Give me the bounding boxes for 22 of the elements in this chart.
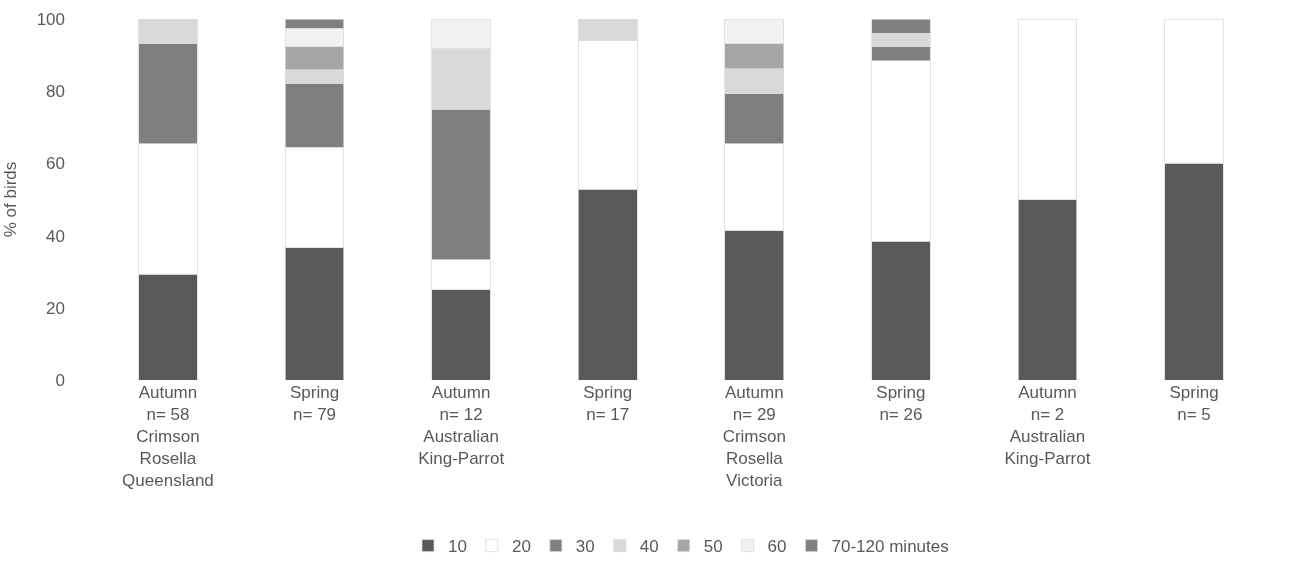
legend-label: 50: [703, 537, 723, 557]
legend-label: 40: [639, 537, 659, 557]
y-tick-label: 60: [46, 154, 65, 174]
y-tick-label: 20: [46, 298, 65, 318]
x-tick-label: Spring n= 26: [876, 383, 926, 425]
x-tick-label: Autumn n= 29 Crimson Rosella Victoria: [722, 383, 786, 491]
x-tick-label: Autumn n= 12 Australian King-Parrot: [418, 383, 505, 469]
y-tick-label: 80: [46, 82, 65, 102]
x-tick-label: Autumn n= 2 Australian King-Parrot: [1004, 383, 1091, 469]
legend-label: 30: [575, 537, 595, 557]
x-tick-label: Spring n= 5: [1169, 383, 1219, 425]
y-tick-label: 0: [55, 370, 65, 390]
y-axis-title: % of birds: [1, 161, 21, 238]
y-tick-label: 100: [36, 9, 65, 29]
x-tick-label: Spring n= 17: [583, 383, 633, 425]
legend-label: 60: [767, 537, 787, 557]
legend-label: 20: [511, 537, 531, 557]
legend-label: 70-120 minutes: [831, 537, 949, 557]
legend-label: 10: [448, 537, 467, 557]
x-tick-label: Spring n= 79: [289, 383, 340, 425]
x-tick-label: Autumn n= 58 Crimson Rosella Queensland: [122, 383, 214, 491]
y-tick-label: 40: [46, 226, 65, 246]
